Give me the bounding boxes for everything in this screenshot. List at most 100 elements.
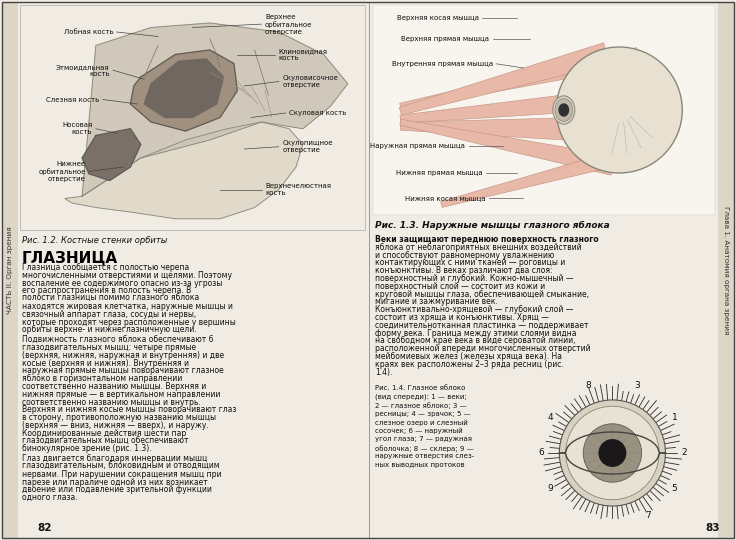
Text: Скуловисочное
отверстие: Скуловисочное отверстие [282, 75, 338, 88]
Text: бинокулярное зрение (рис. 1.3).: бинокулярное зрение (рис. 1.3). [22, 444, 152, 454]
Text: Скуловая кость: Скуловая кость [289, 110, 347, 116]
Text: и способствуют равномерному увлажнению: и способствуют равномерному увлажнению [375, 251, 554, 260]
Text: Конъюнктивально-хрящевой — глубокий слой —: Конъюнктивально-хрящевой — глубокий слой… [375, 305, 573, 314]
Text: круговой мышцы глаза, обеспечивающей смыкание,: круговой мышцы глаза, обеспечивающей смы… [375, 289, 589, 299]
Text: Верхняя и нижняя косые мышцы поворачивают глаз: Верхняя и нижняя косые мышцы поворачиваю… [22, 406, 236, 414]
Text: (вид спереди): 1 — веки;: (вид спереди): 1 — веки; [375, 394, 467, 400]
Text: форму века. Граница между этими слоями видна: форму века. Граница между этими слоями в… [375, 329, 576, 338]
Text: Нижняя косая мышца: Нижняя косая мышца [406, 195, 486, 201]
Text: 83: 83 [706, 523, 721, 533]
Polygon shape [400, 94, 567, 123]
Text: которые проходят через расположенные у вершины: которые проходят через расположенные у в… [22, 318, 236, 327]
Text: орбиты верхне- и нижнеглазничную щели.: орбиты верхне- и нижнеглазничную щели. [22, 326, 197, 334]
Polygon shape [82, 129, 141, 180]
Text: Нижнее
орбитальное
отверстие: Нижнее орбитальное отверстие [38, 161, 85, 182]
Text: воспаление ее содержимого опасно из-за угрозы: воспаление ее содержимого опасно из-за у… [22, 279, 222, 288]
Text: (верхняя — вниз, нижняя — вверх), и наружу.: (верхняя — вниз, нижняя — вверх), и нару… [22, 421, 209, 430]
Text: ЧАСТЬ II. Орган зрения: ЧАСТЬ II. Орган зрения [7, 226, 13, 314]
Text: Верхнее
орбитальное
отверстие: Верхнее орбитальное отверстие [265, 14, 312, 35]
Text: наружные отверстия слез-: наружные отверстия слез- [375, 454, 474, 460]
Ellipse shape [553, 96, 575, 124]
Text: глазодвигательных мышц: четыре прямые: глазодвигательных мышц: четыре прямые [22, 343, 196, 352]
Polygon shape [144, 59, 224, 118]
Text: Верхняя прямая мышца: Верхняя прямая мышца [401, 36, 489, 42]
Text: 2 — глазное яблоко; 3 —: 2 — глазное яблоко; 3 — [375, 402, 467, 409]
Text: контактирующих с ними тканей — роговицы и: контактирующих с ними тканей — роговицы … [375, 259, 565, 267]
Ellipse shape [555, 99, 573, 122]
Text: Глава 1. Анатомия органа зрения: Глава 1. Анатомия органа зрения [723, 206, 729, 334]
Text: полости глазницы помимо глазного яблока: полости глазницы помимо глазного яблока [22, 294, 199, 303]
Text: одного глаза.: одного глаза. [22, 493, 77, 502]
Text: ГЛАЗНИЦА: ГЛАЗНИЦА [22, 250, 118, 265]
Text: находятся жировая клетчатка, наружные мышцы и: находятся жировая клетчатка, наружные мы… [22, 302, 233, 311]
Text: (верхняя, нижняя, наружная и внутренняя) и две: (верхняя, нижняя, наружная и внутренняя)… [22, 351, 224, 360]
Text: Рис. 1.2. Костные стенки орбиты: Рис. 1.2. Костные стенки орбиты [22, 236, 167, 245]
Text: Верхняя косая мышца: Верхняя косая мышца [397, 15, 479, 21]
Polygon shape [130, 50, 237, 131]
Text: Скулопищное
отверстие: Скулопищное отверстие [282, 140, 333, 153]
Text: Этмоидальная
кость: Этмоидальная кость [56, 64, 110, 77]
Text: яблоко в горизонтальном направлении: яблоко в горизонтальном направлении [22, 374, 183, 383]
Text: 82: 82 [38, 523, 52, 533]
Text: двоение или подавление зрительной функции: двоение или подавление зрительной функци… [22, 485, 212, 495]
Polygon shape [65, 122, 303, 219]
Text: Глаз двигается благодаря иннервации мышц: Глаз двигается благодаря иннервации мышц [22, 454, 208, 463]
Polygon shape [441, 146, 634, 207]
Text: Веки защищают переднюю поверхность глазного: Веки защищают переднюю поверхность глазн… [375, 235, 598, 244]
Text: 5: 5 [671, 484, 677, 494]
Text: Верхнечелюстная
кость: Верхнечелюстная кость [265, 183, 331, 196]
Text: яблока от неблагоприятных внешних воздействий: яблока от неблагоприятных внешних воздей… [375, 243, 581, 252]
Circle shape [583, 424, 642, 482]
Circle shape [599, 440, 626, 466]
Text: расположенной впереди многочисленных отверстий: расположенной впереди многочисленных отв… [375, 344, 590, 353]
Text: на свободном крае века в виде сероватой линии,: на свободном крае века в виде сероватой … [375, 336, 576, 346]
Text: краях век расположены 2–3 ряда ресниц (рис.: краях век расположены 2–3 ряда ресниц (р… [375, 360, 564, 369]
Text: 1.4).: 1.4). [375, 368, 392, 376]
Bar [373, 5, 715, 215]
Text: Рис. 1.4. Глазное яблоко: Рис. 1.4. Глазное яблоко [375, 386, 465, 392]
Text: соответственно названию мышцы и внутрь.: соответственно названию мышцы и внутрь. [22, 397, 201, 407]
Text: Носовая
кость: Носовая кость [63, 122, 93, 135]
Text: глазодвигательных мышц обеспечивают: глазодвигательных мышц обеспечивают [22, 437, 188, 445]
Text: Подвижность глазного яблока обеспечивают 6: Подвижность глазного яблока обеспечивают… [22, 335, 213, 344]
Text: 4: 4 [548, 413, 553, 422]
Text: в сторону, противоположную названию мышцы: в сторону, противоположную названию мышц… [22, 413, 216, 422]
Text: ресницы; 4 — зрачок; 5 —: ресницы; 4 — зрачок; 5 — [375, 411, 470, 417]
Text: нервами. При нарушении сокращения мышц при: нервами. При нарушении сокращения мышц п… [22, 470, 222, 479]
Text: поверхностный и глубокий. Кожно-мышечный —: поверхностный и глубокий. Кожно-мышечный… [375, 274, 573, 283]
Text: Наружная прямая мышца: Наружная прямая мышца [370, 143, 465, 148]
Text: конъюнктивы. В веках различают два слоя:: конъюнктивы. В веках различают два слоя: [375, 266, 553, 275]
Text: парезе или параличе одной из них возникает: парезе или параличе одной из них возника… [22, 477, 208, 487]
Text: нижняя прямые — в вертикальном направлении: нижняя прямые — в вертикальном направлен… [22, 390, 220, 399]
Text: ных выводных протоков: ных выводных протоков [375, 462, 464, 468]
Polygon shape [400, 119, 615, 176]
Text: 2: 2 [682, 449, 687, 457]
Text: слезное озеро и слезный: слезное озеро и слезный [375, 420, 468, 426]
Circle shape [566, 406, 659, 500]
Text: Лобная кость: Лобная кость [63, 29, 113, 35]
Circle shape [556, 47, 682, 173]
Polygon shape [399, 43, 609, 115]
Text: поверхностный слой — состоит из кожи и: поверхностный слой — состоит из кожи и [375, 282, 545, 291]
Text: косые (верхняя и нижняя). Внутренняя и: косые (верхняя и нижняя). Внутренняя и [22, 359, 189, 368]
Text: Глазница сообщается с полостью черепа: Глазница сообщается с полостью черепа [22, 263, 189, 272]
Text: Координированные действия шести пар: Координированные действия шести пар [22, 429, 186, 438]
Text: соответственно названию мышцы. Верхняя и: соответственно названию мышцы. Верхняя и [22, 382, 206, 391]
Text: соединительнотканная пластинка — поддерживает: соединительнотканная пластинка — поддерж… [375, 321, 589, 330]
Text: мейбомиевых желез (железы хряща века). На: мейбомиевых желез (железы хряща века). Н… [375, 352, 562, 361]
Bar [718, 2, 734, 538]
Text: наружная прямые мышцы поворачивают глазное: наружная прямые мышцы поворачивают глазн… [22, 367, 224, 375]
Text: 6: 6 [538, 449, 544, 457]
Text: оболочка; 8 — склера; 9 —: оболочка; 8 — склера; 9 — [375, 445, 474, 452]
Text: сосочек; 6 — наружный: сосочек; 6 — наружный [375, 428, 463, 434]
Text: 1: 1 [671, 413, 677, 422]
Circle shape [559, 400, 665, 506]
Bar [2, 2, 18, 538]
Text: Рис. 1.3. Наружные мышцы глазного яблока: Рис. 1.3. Наружные мышцы глазного яблока [375, 221, 609, 230]
Text: мигание и зажмуривание век.: мигание и зажмуривание век. [375, 298, 498, 306]
Text: Слезная кость: Слезная кость [46, 97, 99, 103]
Text: 7: 7 [645, 510, 651, 519]
Text: Нижняя прямая мышца: Нижняя прямая мышца [396, 170, 482, 176]
Text: состоит из хряща и конъюнктивы. Хрящ —: состоит из хряща и конъюнктивы. Хрящ — [375, 313, 549, 322]
Text: 3: 3 [634, 381, 640, 390]
